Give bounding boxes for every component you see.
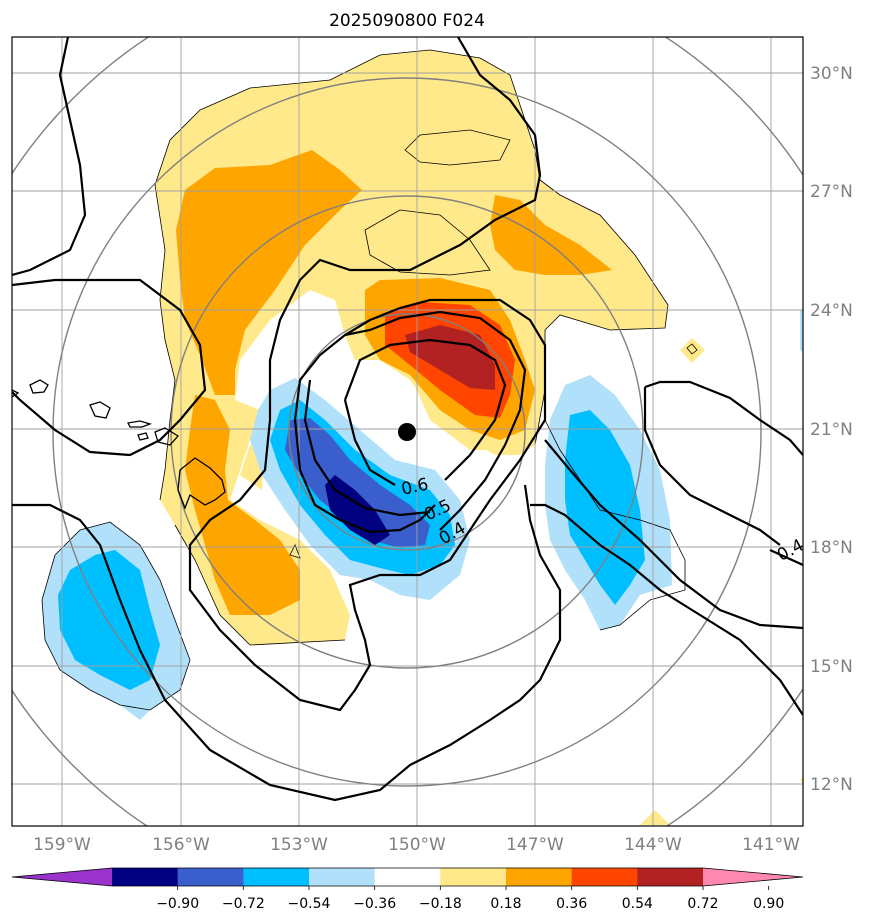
colorbar-tick-label: 0.36 <box>556 896 587 912</box>
colorbar-cell <box>309 868 375 886</box>
colorbar-tick-label: −0.54 <box>288 896 331 912</box>
colorbar-extend-high <box>703 868 803 886</box>
colorbar-cells <box>12 868 803 886</box>
shade-negative-sky <box>58 400 645 690</box>
map-panel: 0.6 0.5 0.4 0.4 <box>12 37 803 826</box>
colorbar-cell <box>112 868 178 886</box>
lon-label: 141°W <box>742 835 800 855</box>
lat-label: 24°N <box>810 301 853 321</box>
lat-label: 30°N <box>810 64 853 84</box>
colorbar-tick-label: 0.72 <box>687 896 718 912</box>
colorbar: −0.90 −0.72 −0.54 −0.36 −0.18 0.18 0.36 0.54 0.7… <box>11 867 804 912</box>
thin-contours <box>41 49 698 711</box>
colorbar-cell <box>440 868 507 886</box>
storm-center-marker <box>398 423 416 441</box>
colorbar-tick-label: 0.18 <box>490 896 521 912</box>
latitude-labels: 30°N 27°N 24°N 21°N 18°N 15°N 12°N <box>810 64 853 795</box>
colorbar-tick-label: 0.90 <box>753 896 784 912</box>
shade-positive-orange <box>176 150 612 615</box>
colorbar-tick-label: −0.36 <box>353 896 396 912</box>
lat-label: 21°N <box>810 420 853 440</box>
colorbar-tick-label: −0.90 <box>156 896 199 912</box>
colorbar-extend-low <box>12 868 112 886</box>
colorbar-tick-label: −0.18 <box>419 896 462 912</box>
colorbar-cell <box>571 868 638 886</box>
lon-label: 147°W <box>506 835 564 855</box>
colorbar-tick-label: −0.72 <box>222 896 265 912</box>
longitude-labels: 159°W 156°W 153°W 150°W 147°W 144°W 141°… <box>33 835 800 855</box>
colorbar-outline <box>11 867 804 887</box>
lat-label: 15°N <box>810 657 853 677</box>
lon-label: 153°W <box>270 835 328 855</box>
lon-label: 144°W <box>624 835 682 855</box>
lon-label: 150°W <box>388 835 446 855</box>
lon-label: 159°W <box>33 835 91 855</box>
colorbar-ticks: −0.90 −0.72 −0.54 −0.36 −0.18 0.18 0.36 0.54 0.7… <box>156 886 784 912</box>
lat-label: 12°N <box>810 775 853 795</box>
map-border <box>11 36 804 827</box>
lat-label: 18°N <box>810 538 853 558</box>
lon-label: 156°W <box>152 835 210 855</box>
map-title: 2025090800 F024 <box>329 11 485 31</box>
colorbar-cell <box>177 868 244 886</box>
graticule <box>12 37 803 826</box>
thick-contours <box>12 37 803 802</box>
colorbar-cell <box>243 868 310 886</box>
colorbar-cell <box>637 868 704 886</box>
colorbar-cell <box>506 868 572 886</box>
shade-negative-royal <box>285 418 430 548</box>
lat-label: 27°N <box>810 182 853 202</box>
colorbar-tick-label: 0.54 <box>622 896 653 912</box>
colorbar-cell <box>374 868 441 886</box>
